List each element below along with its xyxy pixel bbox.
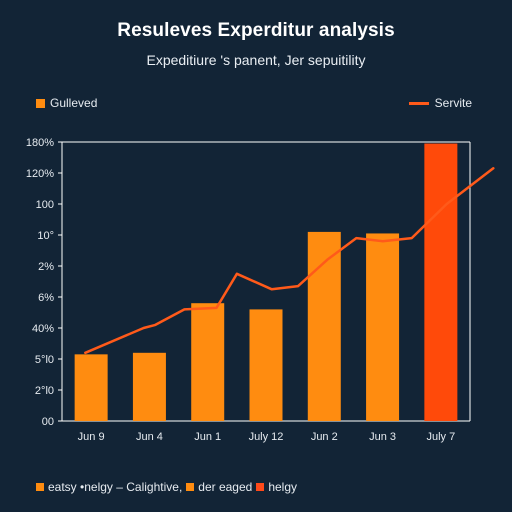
y-tick-label: 120% [26,168,54,180]
y-tick-label: 10° [37,230,54,242]
x-tick-label: Jun 2 [311,431,338,443]
chart-subtitle: Expeditiure 's panent, Jer sepuitility [146,52,366,68]
footer-legend-item-1: eatsy •nelgy – Calightive, [48,480,183,494]
series-line [84,167,495,355]
bar [366,233,400,421]
y-tick-label: 00 [42,416,54,428]
x-tick-label: July 7 [426,431,455,443]
line-layer [84,167,495,355]
legend-bar-series: Gulleved [36,96,97,110]
bar [191,303,225,421]
bar [249,309,283,421]
y-tick-label: 6% [38,292,54,304]
x-tick-label: Jun 1 [194,431,221,443]
footer-swatch-3 [256,483,265,491]
footer-legend: eatsy •nelgy – Calightive, der eaged hel… [36,480,297,494]
y-tick-label: 180% [26,137,54,149]
legend-line-series: Servite [408,96,472,110]
y-tick-label: 2% [38,261,54,273]
footer-swatch-2 [186,483,195,491]
y-tick-label: 5°l0 [35,354,54,366]
footer-legend-item-2: der eaged [198,480,253,494]
bar [74,354,108,421]
legend-line-swatch [408,101,429,105]
y-tick-label: 40% [32,323,54,335]
x-tick-label: Jun 4 [136,431,163,443]
x-tick-label: July 12 [249,431,284,443]
legend-bar-label: Gulleved [50,96,98,110]
bars [74,143,458,422]
y-tick-label: 100 [36,199,54,211]
bar [424,143,458,422]
y-ticks: 00 2°l0 5°l0 40% 6% 2% 10° 100 120% 180% [26,137,62,428]
footer-swatch-1 [36,483,44,491]
y-tick-label: 2°l0 [35,385,54,397]
bar [132,352,166,421]
x-tick-label: Jun 3 [369,431,396,443]
bar [307,231,341,421]
x-tick-label: Jun 9 [78,431,105,443]
x-ticks: Jun 9 Jun 4 Jun 1 July 12 Jun 2 Jun 3 July 7 [78,431,456,443]
footer-legend-item-3: helgy [268,480,298,494]
chart-title: Resuleves Experditur analysis [117,20,395,41]
legend-line-label: Servite [434,96,472,110]
legend-bar-swatch [36,98,45,108]
